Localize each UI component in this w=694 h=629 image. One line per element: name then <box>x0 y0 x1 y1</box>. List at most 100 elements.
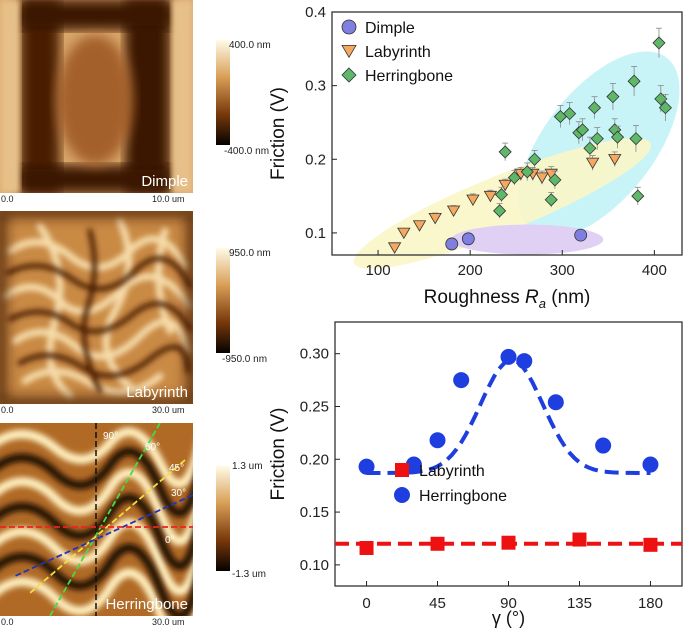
point-labyrinth <box>608 154 622 166</box>
y-tick-label: 0.4 <box>305 4 326 21</box>
angle-label-0: 0° <box>165 535 175 546</box>
point-labyrinth <box>501 535 516 550</box>
plot-frame <box>331 11 683 256</box>
afm-herringbone-surface: 90° 60° 45° 30° 0° <box>0 423 193 616</box>
point-herringbone <box>563 107 577 121</box>
afm-herringbone-x-start: 0.0 <box>1 617 14 627</box>
point-labyrinth <box>498 179 512 192</box>
point-labyrinth <box>585 157 600 170</box>
point-herringbone <box>587 101 602 115</box>
afm-label-labyrinth: Labyrinth <box>126 384 188 401</box>
point-herringbone <box>629 132 643 146</box>
point-labyrinth <box>428 212 442 225</box>
point-labyrinth <box>483 190 498 203</box>
afm-labyrinth-x-start: 0.0 <box>1 405 14 415</box>
x-tick-label: 135 <box>567 595 592 612</box>
x-tick-label: 400 <box>642 262 667 279</box>
point-herringbone <box>520 165 534 179</box>
point-herringbone <box>500 348 517 365</box>
point-labyrinth <box>572 532 587 547</box>
point-herringbone <box>575 123 590 137</box>
y-axis-label: Friction (V) <box>268 408 289 501</box>
fit-curve-herringbone <box>366 358 651 475</box>
y-tick-label: 0.30 <box>300 346 329 363</box>
x-tick-label: 90 <box>500 595 517 612</box>
chart-friction-vs-angle: 0 45 90 135 180 0.10 0.15 0.20 0.25 0.30 Friction … <box>268 321 683 628</box>
point-herringbone <box>610 130 625 144</box>
afm-labyrinth-surface <box>0 211 193 404</box>
point-labyrinth <box>430 536 445 551</box>
afm-labyrinth-x-end: 30.0 um <box>152 405 185 415</box>
colorbar-herringbone-max: 1.3 um <box>232 461 263 472</box>
chart-friction-vs-roughness: 100 200 300 400 0.1 0.2 0.3 0.4 Friction (V) Roug… <box>268 4 683 310</box>
point-herringbone <box>453 372 470 389</box>
x-tick-label: 180 <box>638 595 663 612</box>
point-herringbone <box>548 173 562 187</box>
y-tick-label: 0.15 <box>300 504 329 521</box>
x-axis-label: Roughness Ra (nm) <box>424 287 591 310</box>
angle-line-45 <box>29 459 186 594</box>
colorbar-labyrinth-min: -950.0 nm <box>222 354 268 365</box>
point-labyrinth <box>387 242 402 254</box>
point-herringbone <box>654 92 668 106</box>
point-dimple <box>461 232 475 246</box>
afm-herringbone-x-end: 30.0 um <box>152 617 185 627</box>
x-tick-label: 0 <box>362 595 370 612</box>
angle-label-60: 60° <box>145 442 160 453</box>
series-labyrinth <box>387 151 622 254</box>
point-labyrinth <box>397 227 411 240</box>
colorbar-labyrinth-max: 950.0 nm <box>229 248 271 259</box>
x-tick-label: 200 <box>458 262 483 279</box>
point-herringbone <box>658 101 672 115</box>
point-herringbone <box>583 141 597 155</box>
afm-dimple-surface <box>0 0 193 193</box>
afm-label-dimple: Dimple <box>141 173 188 190</box>
angle-label-45: 45° <box>169 463 184 474</box>
angle-line-60 <box>49 423 161 616</box>
afm-dimple-x-start: 0.0 <box>1 194 14 204</box>
series-dimple <box>445 228 588 251</box>
afm-image-labyrinth: Labyrinth <box>0 211 193 404</box>
point-dimple <box>445 237 459 251</box>
angle-label-30: 30° <box>171 488 186 499</box>
y-tick-label: 0.3 <box>305 78 326 95</box>
y-tick-label: 0.2 <box>305 151 326 168</box>
point-herringbone <box>494 188 509 202</box>
point-herringbone <box>507 171 521 185</box>
x-tick-label: 45 <box>429 595 446 612</box>
legend-label-labyrinth: Labyrinth <box>419 463 485 480</box>
legend-marker-herringbone <box>341 67 357 83</box>
x-tick-label: 100 <box>366 262 391 279</box>
y-tick-label: 0.1 <box>305 225 326 242</box>
series-herringbone <box>358 348 659 475</box>
legend-label-dimple: Dimple <box>365 20 415 37</box>
x-axis-label: γ (°) <box>492 608 525 628</box>
colorbar-dimple <box>216 40 230 145</box>
point-labyrinth <box>466 194 480 206</box>
legend-label-herringbone: Herringbone <box>365 68 453 85</box>
afm-label-herringbone: Herringbone <box>105 596 188 613</box>
point-herringbone <box>642 456 659 473</box>
afm-image-herringbone: 90° 60° 45° 30° 0° Herringbone <box>0 423 193 616</box>
legend-marker-labyrinth <box>395 463 409 477</box>
x-tick-label: 300 <box>550 262 575 279</box>
point-herringbone <box>429 432 446 449</box>
point-herringbone <box>595 437 612 454</box>
point-herringbone <box>652 36 666 50</box>
point-herringbone <box>358 458 375 475</box>
colorbar-dimple-max: 400.0 nm <box>229 40 271 51</box>
point-labyrinth <box>412 220 427 232</box>
afm-dimple-x-end: 10.0 um <box>152 194 185 204</box>
y-axis-label: Friction (V) <box>268 87 289 180</box>
point-herringbone <box>528 152 542 166</box>
colorbar-dimple-min: -400.0 nm <box>224 146 270 157</box>
legend-marker-labyrinth <box>341 45 357 59</box>
point-labyrinth <box>446 205 461 218</box>
point-labyrinth <box>643 537 658 552</box>
point-dimple <box>574 228 588 242</box>
angle-label-90: 90° <box>103 431 118 442</box>
point-herringbone <box>631 189 645 203</box>
legend-marker-herringbone <box>394 487 410 503</box>
point-herringbone <box>606 90 620 104</box>
y-tick-label: 0.20 <box>300 451 329 468</box>
